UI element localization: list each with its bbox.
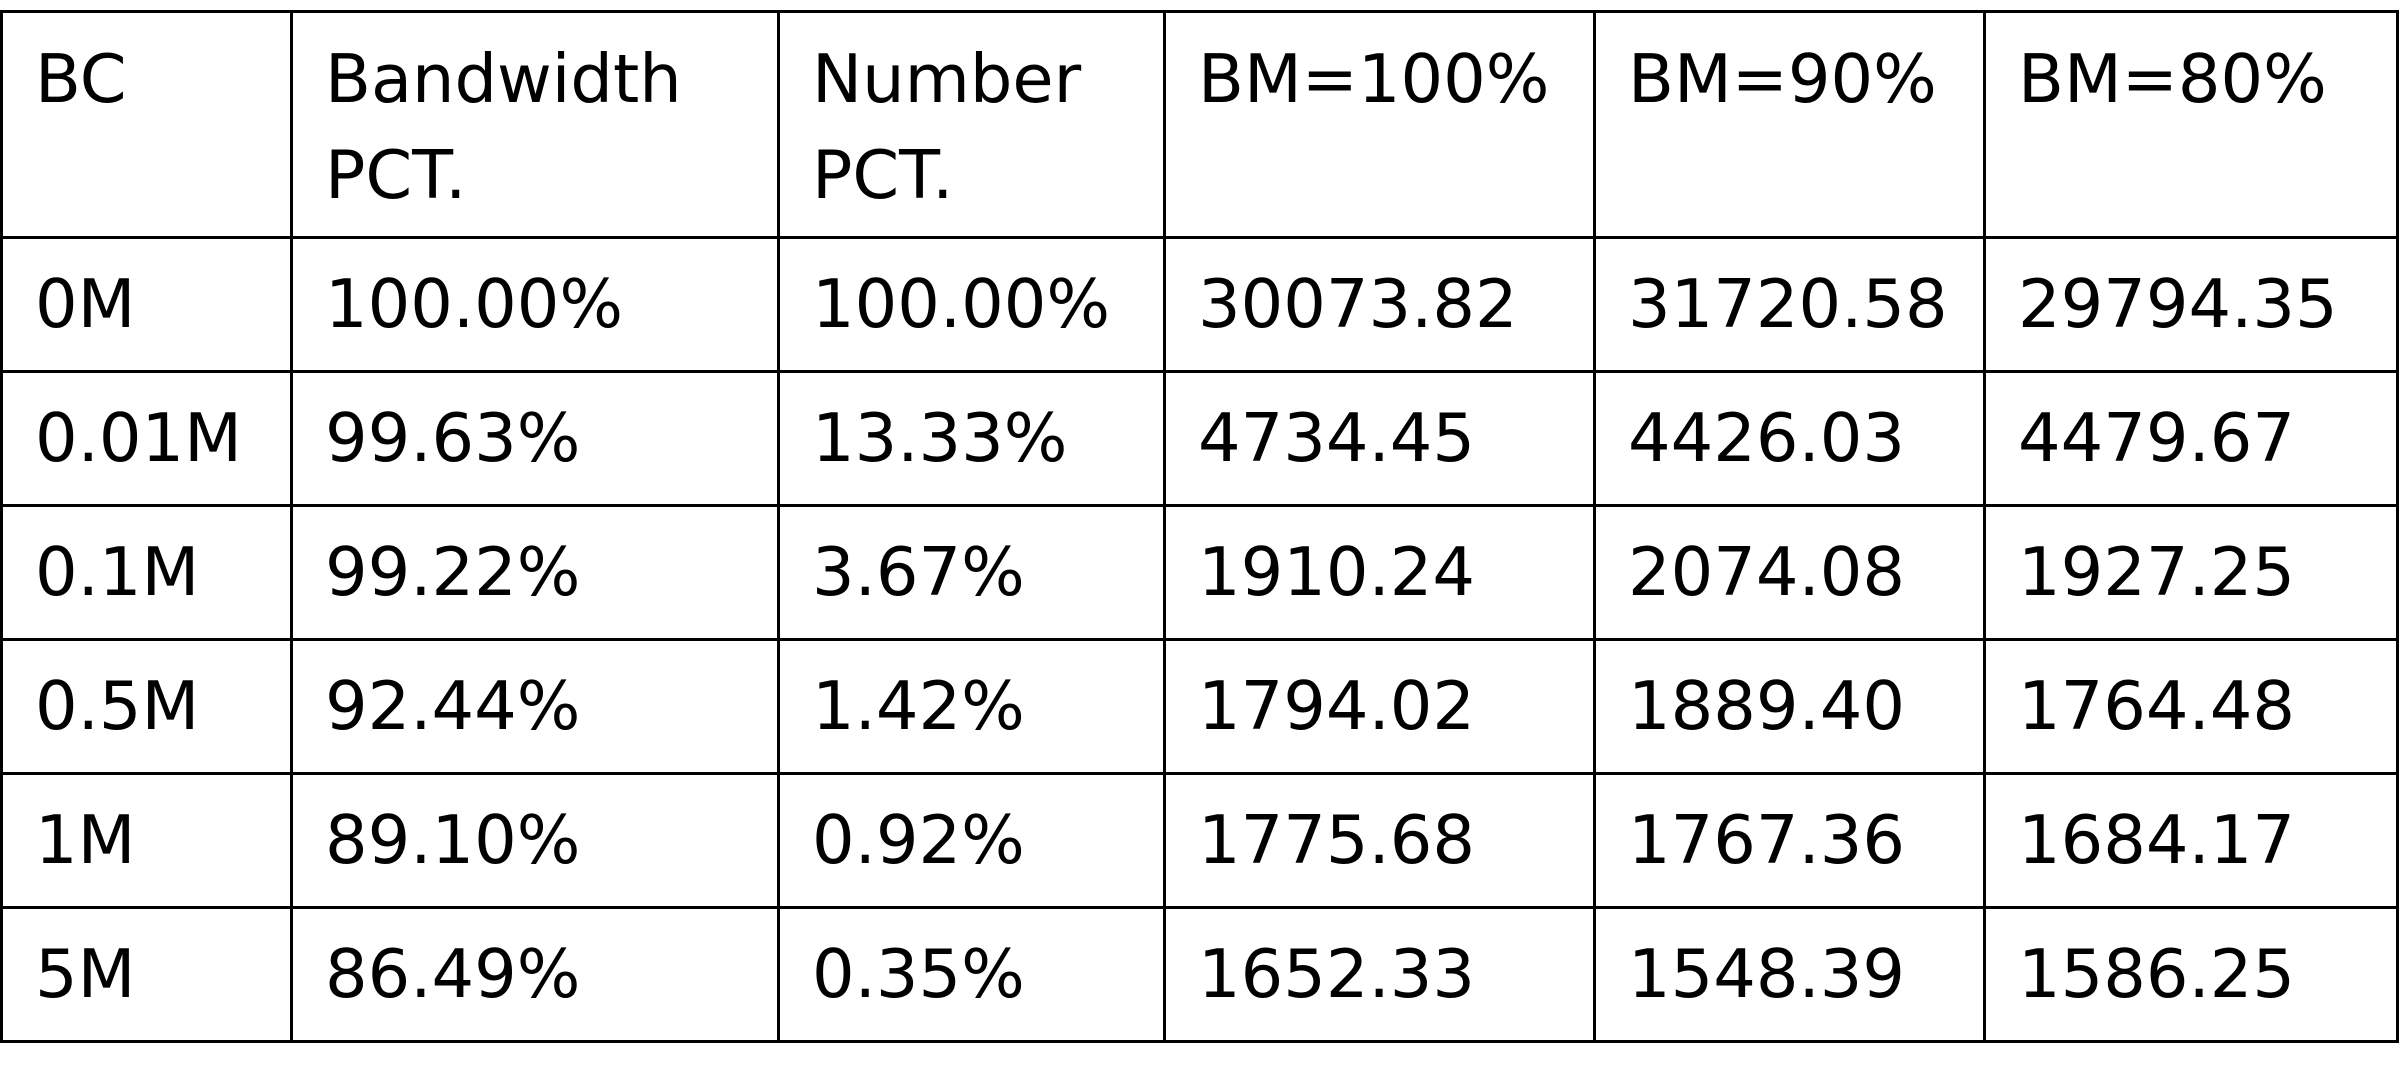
header-cell-bandwidth-pct: Bandwidth PCT. — [290, 10, 780, 239]
table-cell: 1M — [0, 772, 293, 909]
header-text: BC — [35, 40, 127, 118]
table-cell: 100.00% — [777, 236, 1166, 373]
table-cell: 1684.17 — [1983, 772, 2399, 909]
table-row: 0M 100.00% 100.00% 30073.82 31720.58 297… — [0, 236, 2399, 373]
table-cell: 1775.68 — [1163, 772, 1596, 909]
table-cell: 1652.33 — [1163, 906, 1596, 1043]
table-cell: 13.33% — [777, 370, 1166, 507]
table-cell: 1910.24 — [1163, 504, 1596, 641]
table-cell: 1586.25 — [1983, 906, 2399, 1043]
header-cell-bc: BC — [0, 10, 293, 239]
table-header: BC Bandwidth PCT. Number PCT. BM=100% BM… — [0, 10, 2399, 239]
table-cell: 1889.40 — [1593, 638, 1986, 775]
header-cell-bm-80: BM=80% — [1983, 10, 2399, 239]
table-cell: 89.10% — [290, 772, 780, 909]
table-cell: 86.49% — [290, 906, 780, 1043]
table-row: 0.01M 99.63% 13.33% 4734.45 4426.03 4479… — [0, 370, 2399, 507]
table-cell: 2074.08 — [1593, 504, 1986, 641]
table-cell: 100.00% — [290, 236, 780, 373]
header-cell-bm-100: BM=100% — [1163, 10, 1596, 239]
table-cell: 30073.82 — [1163, 236, 1596, 373]
table-cell: 29794.35 — [1983, 236, 2399, 373]
table-cell: 0.35% — [777, 906, 1166, 1043]
table-cell: 0.92% — [777, 772, 1166, 909]
header-text: BM=90% — [1628, 40, 1937, 118]
table-row: 0.1M 99.22% 3.67% 1910.24 2074.08 1927.2… — [0, 504, 2399, 641]
table-cell: 4479.67 — [1983, 370, 2399, 507]
table-cell: 0.01M — [0, 370, 293, 507]
data-table: BC Bandwidth PCT. Number PCT. BM=100% BM… — [0, 10, 2399, 1043]
table-row: 5M 86.49% 0.35% 1652.33 1548.39 1586.25 — [0, 906, 2399, 1043]
header-text: PCT. — [325, 136, 467, 214]
table-cell: 1767.36 — [1593, 772, 1986, 909]
table-cell: 3.67% — [777, 504, 1166, 641]
table-row: 1M 89.10% 0.92% 1775.68 1767.36 1684.17 — [0, 772, 2399, 909]
table-cell: 5M — [0, 906, 293, 1043]
table-cell: 99.63% — [290, 370, 780, 507]
table-cell: 31720.58 — [1593, 236, 1986, 373]
table-cell: 1764.48 — [1983, 638, 2399, 775]
header-cell-number-pct: Number PCT. — [777, 10, 1166, 239]
header-text: BM=80% — [2018, 40, 2327, 118]
header-text: BM=100% — [1198, 40, 1550, 118]
table-cell: 1794.02 — [1163, 638, 1596, 775]
header-text: Number — [812, 40, 1082, 118]
table-cell: 92.44% — [290, 638, 780, 775]
table-cell: 1927.25 — [1983, 504, 2399, 641]
table-cell: 1548.39 — [1593, 906, 1986, 1043]
table-cell: 4426.03 — [1593, 370, 1986, 507]
table-body: 0M 100.00% 100.00% 30073.82 31720.58 297… — [0, 236, 2399, 1043]
header-row: BC Bandwidth PCT. Number PCT. BM=100% BM… — [0, 10, 2399, 239]
table-cell: 0.5M — [0, 638, 293, 775]
table-cell: 0.1M — [0, 504, 293, 641]
table-cell: 0M — [0, 236, 293, 373]
table-cell: 4734.45 — [1163, 370, 1596, 507]
header-text: PCT. — [812, 136, 954, 214]
table-row: 0.5M 92.44% 1.42% 1794.02 1889.40 1764.4… — [0, 638, 2399, 775]
table-cell: 1.42% — [777, 638, 1166, 775]
header-cell-bm-90: BM=90% — [1593, 10, 1986, 239]
table-cell: 99.22% — [290, 504, 780, 641]
header-text: Bandwidth — [325, 40, 682, 118]
